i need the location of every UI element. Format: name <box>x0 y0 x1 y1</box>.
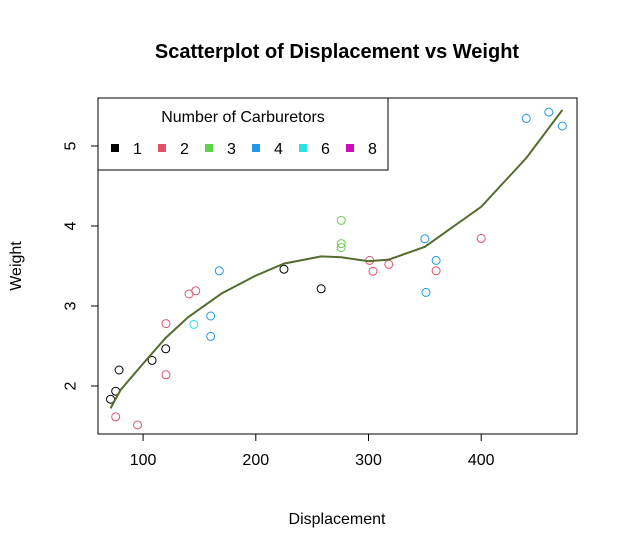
y-tick-label: 3 <box>63 301 80 310</box>
legend-swatch-2 <box>158 144 166 152</box>
legend-label-1: 1 <box>133 141 142 158</box>
data-point-carb-2 <box>368 266 378 276</box>
x-tick-label: 400 <box>468 452 495 469</box>
data-point-carb-6 <box>189 319 199 329</box>
data-point-carb-4 <box>431 255 441 265</box>
data-point-carb-2 <box>161 370 171 380</box>
data-point-carb-4 <box>421 287 431 297</box>
x-tick-label: 200 <box>242 452 269 469</box>
x-axis-label: Displacement <box>289 511 386 528</box>
data-point-carb-2 <box>133 420 143 430</box>
data-point-carb-1 <box>114 365 124 375</box>
legend: Number of Carburetors 1 2 3 4 6 8 <box>97 97 389 171</box>
data-point-carb-4 <box>206 331 216 341</box>
data-point-carb-4 <box>557 121 567 131</box>
data-point-carb-3 <box>336 243 346 253</box>
legend-title: Number of Carburetors <box>161 109 325 126</box>
y-axis: 2 3 4 5 <box>63 141 99 390</box>
data-point-carb-3 <box>336 215 346 225</box>
legend-label-6: 6 <box>321 141 330 158</box>
legend-label-3: 3 <box>227 141 236 158</box>
data-point-carb-2 <box>111 412 121 422</box>
chart-title: Scatterplot of Displacement vs Weight <box>155 41 519 63</box>
data-point-carb-4 <box>521 113 531 123</box>
data-point-carb-2 <box>476 233 486 243</box>
y-tick-label: 2 <box>63 381 80 390</box>
data-points <box>106 107 567 430</box>
data-point-carb-2 <box>431 266 441 276</box>
y-tick-label: 4 <box>63 221 80 230</box>
y-tick-label: 5 <box>63 141 80 150</box>
data-point-carb-1 <box>161 344 171 354</box>
legend-swatch-8 <box>346 144 354 152</box>
data-point-carb-3 <box>336 239 346 249</box>
legend-label-2: 2 <box>180 141 189 158</box>
legend-label-8: 8 <box>368 141 377 158</box>
data-point-carb-4 <box>544 107 554 117</box>
legend-swatch-6 <box>299 144 307 152</box>
legend-box <box>97 97 389 171</box>
legend-swatch-1 <box>111 144 119 152</box>
legend-swatch-4 <box>252 144 260 152</box>
legend-label-4: 4 <box>274 141 283 158</box>
data-point-carb-1 <box>316 284 326 294</box>
data-point-carb-1 <box>147 355 157 365</box>
legend-entries: 1 2 3 4 6 8 <box>111 141 377 158</box>
x-tick-label: 100 <box>130 452 157 469</box>
data-point-carb-4 <box>206 311 216 321</box>
data-point-carb-2 <box>384 259 394 269</box>
smooth-trend-line <box>109 109 564 409</box>
data-point-carb-4 <box>214 266 224 276</box>
y-axis-label: Weight <box>8 241 25 291</box>
legend-swatch-3 <box>205 144 213 152</box>
x-tick-label: 300 <box>355 452 382 469</box>
data-point-carb-1 <box>279 264 289 274</box>
data-point-carb-2 <box>161 319 171 329</box>
data-point-carb-4 <box>420 234 430 244</box>
data-point-carb-2 <box>191 286 201 296</box>
x-axis: 100 200 300 400 <box>130 433 495 469</box>
